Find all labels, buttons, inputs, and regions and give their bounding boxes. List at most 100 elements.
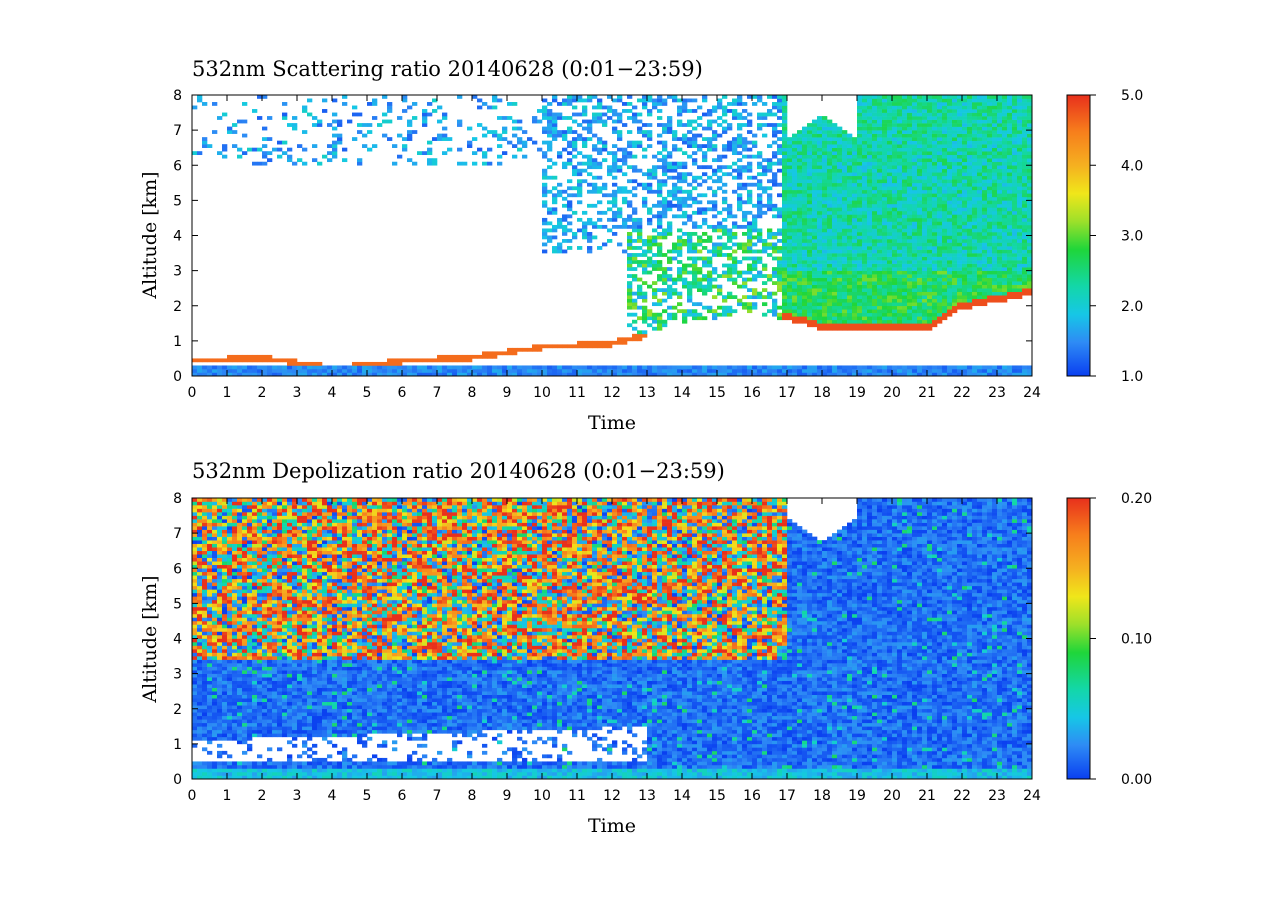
heatmap-cell bbox=[967, 179, 972, 183]
heatmap-cell bbox=[652, 204, 657, 208]
heatmap-cell bbox=[822, 158, 827, 162]
heatmap-cell bbox=[977, 183, 982, 187]
heatmap-cell bbox=[932, 190, 937, 194]
heatmap-cell bbox=[857, 267, 862, 271]
heatmap-cell bbox=[962, 148, 967, 152]
heatmap-cell bbox=[777, 183, 782, 187]
heatmap-cell bbox=[832, 232, 837, 236]
heatmap-cell bbox=[612, 232, 617, 236]
heatmap-cell bbox=[782, 172, 787, 176]
heatmap-cell bbox=[992, 232, 997, 236]
heatmap-cell bbox=[652, 236, 657, 240]
heatmap-cell bbox=[937, 313, 942, 317]
heatmap-cell bbox=[927, 141, 932, 145]
heatmap-cell bbox=[717, 102, 722, 106]
heatmap-cell bbox=[702, 316, 707, 320]
heatmap-cell bbox=[982, 236, 987, 240]
heatmap-cell bbox=[632, 253, 637, 257]
heatmap-cell bbox=[887, 120, 892, 124]
heatmap-cell bbox=[827, 183, 832, 187]
heatmap-cell bbox=[692, 281, 697, 285]
heatmap-cell bbox=[557, 151, 562, 155]
heatmap-cell bbox=[827, 313, 832, 317]
heatmap-cell bbox=[702, 172, 707, 176]
heatmap-cell bbox=[942, 148, 947, 152]
heatmap-cell bbox=[937, 246, 942, 250]
heatmap-cell bbox=[417, 358, 422, 362]
heatmap-cell bbox=[812, 225, 817, 229]
heatmap-cell bbox=[877, 113, 882, 117]
heatmap-cell bbox=[597, 106, 602, 110]
heatmap-cell bbox=[927, 102, 932, 106]
heatmap-cell bbox=[962, 127, 967, 131]
heatmap-cell bbox=[927, 257, 932, 261]
heatmap-cell bbox=[672, 95, 677, 99]
heatmap-cell bbox=[287, 369, 292, 373]
heatmap-cell bbox=[857, 365, 862, 369]
heatmap-cell bbox=[692, 176, 697, 180]
heatmap-cell bbox=[927, 316, 932, 320]
heatmap-cell bbox=[957, 271, 962, 275]
heatmap-cell bbox=[947, 113, 952, 117]
heatmap-cell bbox=[617, 190, 622, 194]
heatmap-cell bbox=[987, 299, 992, 303]
heatmap-cell bbox=[722, 190, 727, 194]
heatmap-cell bbox=[832, 313, 837, 317]
heatmap-cell bbox=[792, 137, 797, 141]
heatmap-cell bbox=[992, 197, 997, 201]
heatmap-cell bbox=[517, 141, 522, 145]
heatmap-cell bbox=[987, 179, 992, 183]
heatmap-cell bbox=[227, 127, 232, 131]
heatmap-cell bbox=[887, 155, 892, 159]
heatmap-cell bbox=[582, 365, 587, 369]
heatmap-cell bbox=[637, 127, 642, 131]
heatmap-cell bbox=[847, 239, 852, 243]
heatmap-cell bbox=[1002, 299, 1007, 303]
heatmap-cell bbox=[457, 365, 462, 369]
heatmap-cell bbox=[827, 225, 832, 229]
heatmap-cell bbox=[407, 123, 412, 127]
heatmap-cell bbox=[897, 232, 902, 236]
heatmap-cell bbox=[842, 292, 847, 296]
heatmap-cell bbox=[967, 221, 972, 225]
heatmap-cell bbox=[627, 155, 632, 159]
heatmap-cell bbox=[677, 243, 682, 247]
heatmap-cell bbox=[677, 200, 682, 204]
heatmap-cell bbox=[552, 236, 557, 240]
heatmap-cell bbox=[497, 99, 502, 103]
heatmap-cell bbox=[917, 253, 922, 257]
heatmap-cell bbox=[592, 158, 597, 162]
heatmap-cell bbox=[932, 144, 937, 148]
heatmap-cell bbox=[202, 358, 207, 362]
heatmap-cell bbox=[917, 302, 922, 306]
heatmap-cell bbox=[902, 190, 907, 194]
heatmap-cell bbox=[212, 358, 217, 362]
heatmap-cell bbox=[667, 200, 672, 204]
heatmap-cell bbox=[912, 123, 917, 127]
heatmap-cell bbox=[832, 327, 837, 331]
heatmap-cell bbox=[837, 327, 842, 331]
heatmap-cell bbox=[677, 309, 682, 313]
heatmap-cell bbox=[562, 344, 567, 348]
heatmap-cell bbox=[772, 179, 777, 183]
heatmap-cell bbox=[997, 260, 1002, 264]
heatmap-cell bbox=[762, 369, 767, 373]
heatmap-cell bbox=[542, 218, 547, 222]
heatmap-cell bbox=[627, 281, 632, 285]
heatmap-cell bbox=[692, 285, 697, 289]
heatmap-cell bbox=[887, 299, 892, 303]
heatmap-cell bbox=[542, 204, 547, 208]
heatmap-cell bbox=[892, 176, 897, 180]
heatmap-cell bbox=[872, 264, 877, 268]
heatmap-cell bbox=[742, 102, 747, 106]
heatmap-cell bbox=[712, 225, 717, 229]
heatmap-cell bbox=[912, 369, 917, 373]
heatmap-cell bbox=[827, 316, 832, 320]
heatmap-cell bbox=[682, 271, 687, 275]
heatmap-cell bbox=[957, 106, 962, 110]
heatmap-cell bbox=[687, 292, 692, 296]
heatmap-cell bbox=[232, 365, 237, 369]
heatmap-cell bbox=[757, 183, 762, 187]
heatmap-cell bbox=[627, 243, 632, 247]
heatmap-cell bbox=[987, 197, 992, 201]
